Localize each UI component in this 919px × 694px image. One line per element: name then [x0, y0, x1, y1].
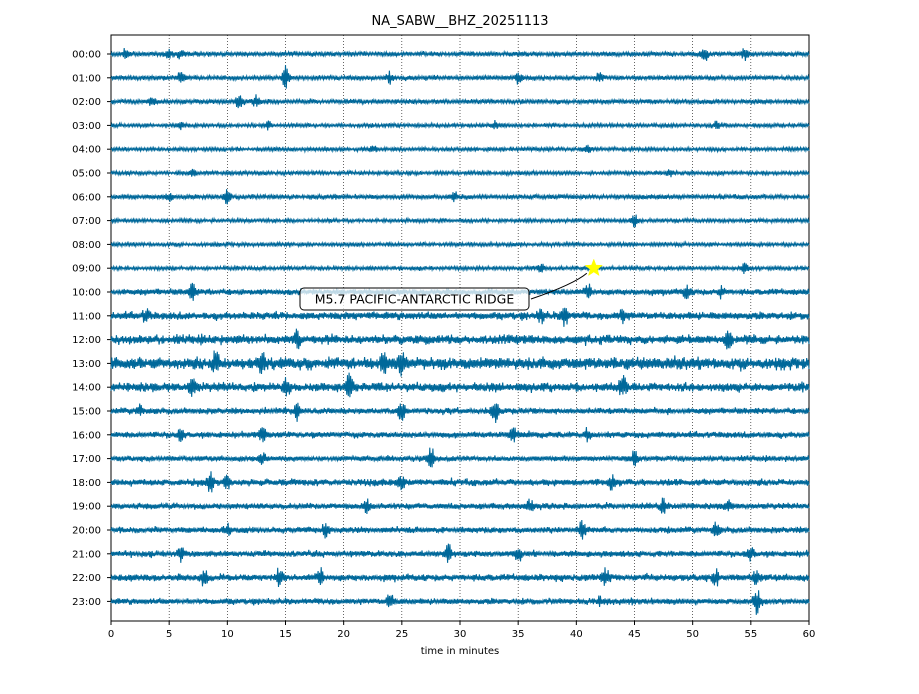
- trace-row: [110, 471, 810, 493]
- x-tick-label: 45: [628, 629, 641, 640]
- y-tick-label: 23:00: [72, 597, 101, 608]
- x-tick-label: 40: [570, 629, 583, 640]
- x-tick-label: 20: [337, 629, 350, 640]
- trace-row: [110, 120, 810, 131]
- y-tick-label: 15:00: [72, 407, 101, 418]
- trace-row: [110, 447, 810, 468]
- y-tick-label: 04:00: [72, 145, 101, 156]
- y-tick-label: 11:00: [72, 311, 101, 322]
- trace-row: [110, 47, 810, 62]
- x-tick-label: 50: [686, 629, 699, 640]
- annotation-arrow: [530, 272, 588, 300]
- trace-row: [110, 307, 810, 327]
- x-tick-label: 25: [395, 629, 408, 640]
- x-tick-label: 15: [279, 629, 292, 640]
- x-tick-label: 5: [166, 629, 172, 640]
- y-tick-label: 02:00: [72, 97, 101, 108]
- trace-row: [110, 240, 810, 249]
- x-tick-label: 55: [744, 629, 757, 640]
- trace-row: [110, 214, 810, 228]
- annotation-label: M5.7 PACIFIC-ANTARCTIC RIDGE: [315, 292, 515, 307]
- x-tick-label: 0: [108, 629, 114, 640]
- y-tick-label: 22:00: [72, 573, 101, 584]
- trace-row: [110, 262, 810, 275]
- y-tick-label: 08:00: [72, 240, 101, 251]
- y-tick-label: 00:00: [72, 50, 101, 61]
- y-tick-label: 20:00: [72, 526, 101, 537]
- y-tick-label: 13:00: [72, 359, 101, 370]
- trace-row: [110, 168, 810, 178]
- y-tick-label: 03:00: [72, 121, 101, 132]
- y-tick-label: 09:00: [72, 264, 101, 275]
- y-tick-label: 18:00: [72, 478, 101, 489]
- trace-row: [110, 426, 810, 443]
- trace-row: [110, 65, 810, 89]
- annotation-box: [299, 287, 530, 311]
- trace-row: [110, 567, 810, 588]
- x-axis-label: time in minutes: [421, 646, 500, 657]
- y-tick-label: 21:00: [72, 549, 101, 560]
- trace-row: [110, 328, 810, 350]
- y-tick-label: 19:00: [72, 502, 101, 513]
- trace-row: [110, 372, 810, 398]
- x-tick-label: 30: [454, 629, 467, 640]
- x-tick-label: 60: [803, 629, 816, 640]
- trace-row: [110, 144, 810, 154]
- trace-row: [110, 350, 810, 377]
- trace-row: [110, 94, 810, 109]
- y-tick-label: 07:00: [72, 216, 101, 227]
- y-tick-label: 01:00: [72, 73, 101, 84]
- trace-row: [110, 543, 810, 563]
- chart-title: NA_SABW__BHZ_20251113: [371, 14, 548, 29]
- trace-row: [110, 497, 810, 515]
- trace-row: [110, 189, 810, 205]
- y-tick-label: 05:00: [72, 169, 101, 180]
- y-tick-label: 12:00: [72, 335, 101, 346]
- x-tick-label: 10: [221, 629, 234, 640]
- y-tick-label: 14:00: [72, 383, 101, 394]
- y-tick-label: 16:00: [72, 430, 101, 441]
- y-tick-label: 17:00: [72, 454, 101, 465]
- trace-row: [110, 402, 810, 424]
- x-tick-label: 35: [512, 629, 525, 640]
- trace-row: [110, 590, 810, 615]
- y-tick-label: 10:00: [72, 288, 101, 299]
- event-star-marker: [584, 258, 603, 277]
- trace-row: [110, 519, 810, 540]
- y-tick-label: 06:00: [72, 192, 101, 203]
